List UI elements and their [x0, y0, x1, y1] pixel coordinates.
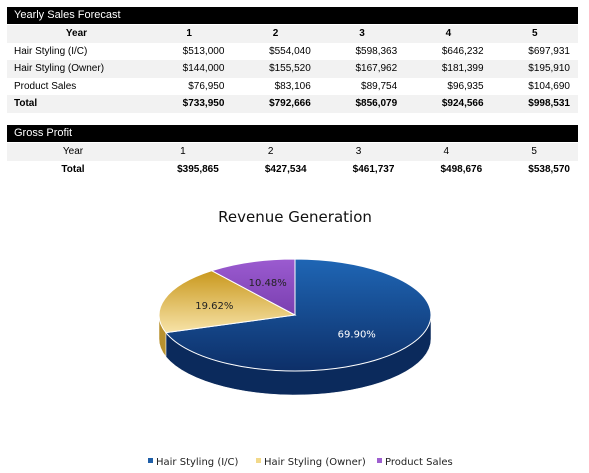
pie-slice	[210, 258, 296, 316]
legend-swatch	[148, 458, 153, 463]
table-cell: $167,962	[318, 60, 406, 78]
table-cell: $498,676	[440, 163, 483, 175]
table-cell: $733,950	[146, 95, 233, 113]
table-cell: $792,666	[232, 95, 319, 113]
header-cell: 1	[146, 25, 233, 43]
table-cell: $513,000	[182, 45, 225, 57]
data-label: 10.48%	[249, 278, 287, 289]
pie-slice	[158, 270, 297, 334]
header-cell: 5	[491, 25, 578, 43]
pie-group: 69.90% 19.62% 10.48%	[158, 258, 432, 396]
data-label: 19.62%	[195, 301, 233, 312]
table-cell: $538,570	[528, 163, 570, 175]
forecast-title: Yearly Sales Forecast	[7, 7, 578, 24]
pie-slice	[164, 258, 432, 372]
table-cell: $181,399	[405, 60, 492, 78]
header-cell: Year	[7, 143, 139, 161]
row-label: Total	[61, 163, 85, 175]
table-row: Hair Styling (I/C) $513,000 $554,040 $59…	[7, 43, 578, 61]
table-cell: $195,910	[491, 60, 578, 78]
table-row: Product Sales $76,950 $83,106 $89,754 $9…	[7, 78, 578, 96]
row-label: Total	[7, 95, 146, 113]
header-cell: 1	[139, 143, 227, 161]
table-cell: $89,754	[361, 80, 398, 92]
row-label: Hair Styling (Owner)	[7, 60, 146, 78]
table-cell: $76,950	[188, 80, 225, 92]
header-cell: Year	[7, 25, 146, 43]
table-cell: $646,232	[441, 45, 484, 57]
header-cell: 2	[232, 25, 319, 43]
data-label: 69.90%	[338, 329, 376, 340]
table-cell: $96,935	[447, 80, 484, 92]
row-label: Hair Styling (I/C)	[14, 45, 88, 57]
table-row: Hair Styling (Owner) $144,000 $155,520 $…	[7, 60, 578, 78]
table-cell: $598,363	[355, 45, 398, 57]
table-cell: $83,106	[274, 80, 311, 92]
table-cell: $427,534	[264, 163, 307, 175]
table-cell: $395,865	[177, 163, 219, 175]
table-cell: $104,690	[528, 80, 570, 92]
table-cell: $554,040	[269, 45, 311, 57]
header-cell: 4	[402, 143, 491, 161]
row-label: Product Sales	[14, 80, 77, 92]
chart-title: Revenue Generation	[218, 208, 372, 226]
table-cell: $461,737	[352, 163, 395, 175]
table-cell: $924,566	[405, 95, 492, 113]
table-cell: $144,000	[146, 60, 233, 78]
table-cell: $697,931	[528, 45, 570, 57]
legend-swatch	[256, 458, 261, 463]
header-cell: 3	[314, 143, 403, 161]
total-row: Total $395,865 $427,534 $461,737 $498,67…	[7, 161, 578, 179]
total-row: Total $733,950 $792,666 $856,079 $924,56…	[7, 95, 578, 113]
header-cell: 4	[405, 25, 492, 43]
legend-label: Hair Styling (Owner)	[264, 457, 366, 468]
header-cell: 2	[226, 143, 315, 161]
legend: Hair Styling (I/C) Hair Styling (Owner) Pr…	[148, 457, 453, 468]
forecast-header-row: Year 1 2 3 4 5	[7, 25, 578, 43]
table-cell: $856,079	[318, 95, 406, 113]
legend-swatch	[377, 458, 382, 463]
table-cell: $155,520	[232, 60, 319, 78]
forecast-table: Year 1 2 3 4 5 Hair Styling (I/C) $513,0…	[7, 25, 578, 113]
legend-label: Product Sales	[385, 457, 453, 468]
gross-profit-header-row: Year 1 2 3 4 5	[7, 143, 578, 161]
revenue-pie-chart: Revenue Generation 69.90% 19.62% 10.48% Ha…	[148, 208, 453, 468]
gross-profit-title: Gross Profit	[7, 125, 578, 142]
header-cell: 3	[318, 25, 406, 43]
legend-label: Hair Styling (I/C)	[156, 457, 239, 468]
gross-profit-table: Year 1 2 3 4 5 Total $395,865 $427,534 $…	[7, 143, 578, 178]
table-cell: $998,531	[491, 95, 578, 113]
header-cell: 5	[490, 143, 578, 161]
